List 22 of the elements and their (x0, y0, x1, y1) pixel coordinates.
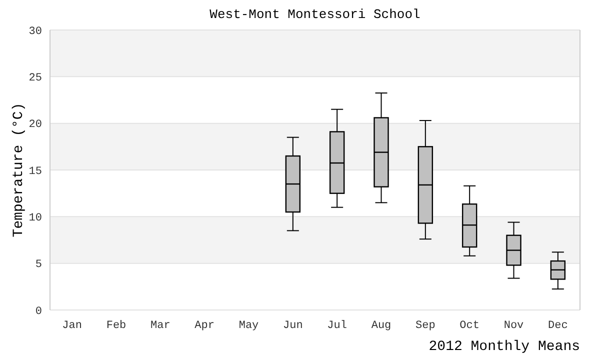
chart-title: West-Mont Montessori School (210, 7, 421, 22)
x-tick-label: Aug (371, 320, 392, 332)
x-tick-label: Dec (548, 320, 568, 332)
x-tick-label: Mar (150, 320, 170, 332)
x-tick-label: Sep (416, 320, 436, 332)
y-tick-label: 25 (28, 72, 42, 85)
x-tick-label: Oct (460, 320, 480, 332)
y-tick-label: 0 (35, 306, 42, 318)
x-tick-label: Apr (194, 320, 214, 332)
y-tick-label: 15 (28, 166, 42, 178)
x-axis-title: 2012 Monthly Means (428, 339, 580, 355)
y-tick-label: 30 (28, 26, 42, 38)
x-tick-label: Jun (283, 320, 303, 332)
y-tick-label: 5 (35, 259, 42, 272)
x-tick-label: Jan (62, 320, 82, 332)
y-tick-label: 20 (28, 119, 42, 132)
x-tick-label: Feb (106, 320, 126, 332)
y-axis-title: Temperature (°C) (11, 102, 27, 238)
y-tick-label: 10 (28, 212, 42, 225)
x-tick-label: Nov (504, 320, 524, 332)
x-tick-label: May (238, 320, 260, 332)
x-tick-label: Jul (327, 320, 347, 332)
